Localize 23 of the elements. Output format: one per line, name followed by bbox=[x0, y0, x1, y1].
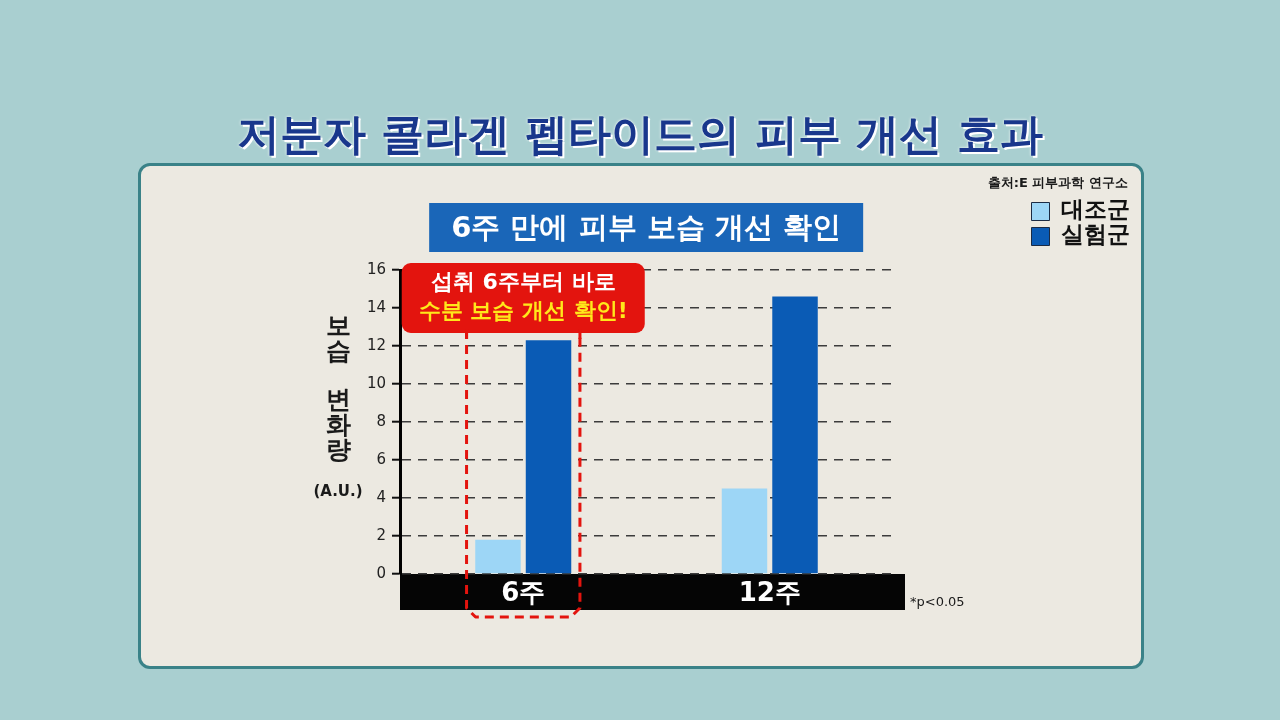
bar bbox=[772, 296, 818, 574]
y-tick-label: 8 bbox=[376, 411, 386, 430]
y-tick-label: 10 bbox=[366, 373, 386, 392]
chart-title: 저분자 콜라겐 펩타이드의 피부 개선 효과 bbox=[236, 108, 1044, 161]
bar bbox=[525, 340, 572, 574]
band-label: 섭취 6주부터 바로 수분 보습 개선 확인! bbox=[418, 269, 628, 324]
y-axis-title: 보습 변화량 (A.U.) bbox=[313, 311, 363, 500]
legend-label: 실험군 bbox=[1061, 221, 1130, 248]
chart-subtitle: 6주 만에 피부 보습 개선 확인 bbox=[429, 203, 863, 252]
x-tick-label: 6주 bbox=[501, 577, 546, 608]
legend-label: 대조군 bbox=[1061, 196, 1130, 223]
x-tick-label: 12주 bbox=[738, 577, 801, 608]
source-note: 출처:E 피부과학 연구소 bbox=[987, 174, 1128, 192]
bar bbox=[721, 488, 768, 574]
y-tick-label: 12 bbox=[366, 335, 386, 354]
text: *p<0.05 bbox=[910, 594, 965, 609]
y-tick-label: 2 bbox=[376, 525, 386, 544]
y-tick-label: 4 bbox=[376, 487, 386, 506]
y-tick-label: 16 bbox=[366, 259, 386, 278]
y-tick-label: 14 bbox=[366, 297, 386, 316]
y-tick-label: 6 bbox=[376, 449, 386, 468]
bar bbox=[475, 539, 521, 574]
y-tick-label: 0 bbox=[376, 563, 386, 582]
